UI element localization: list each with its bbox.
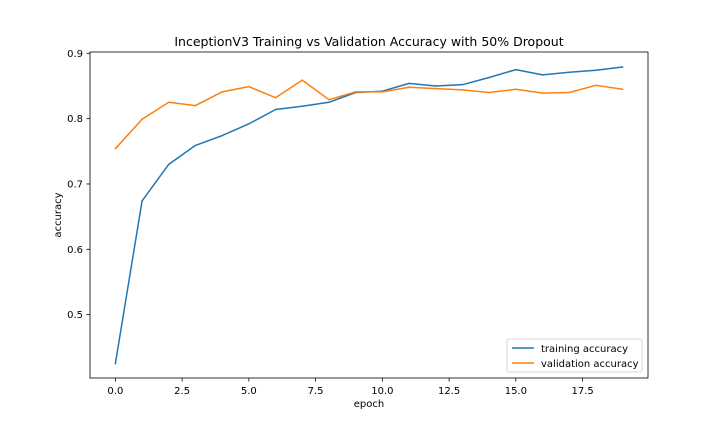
legend-label-validation: validation accuracy: [541, 359, 639, 370]
y-axis-label: accuracy: [53, 192, 64, 237]
data-point: [328, 101, 330, 104]
data-point: [434, 85, 437, 87]
data-point: [248, 123, 250, 125]
data-point: [114, 147, 117, 150]
data-point: [621, 66, 624, 68]
data-point: [141, 200, 143, 202]
plot-area-frame: [89, 51, 649, 379]
series-line-validation: [114, 79, 623, 150]
data-point: [541, 74, 544, 76]
y-tick-label: 0.5: [67, 310, 83, 321]
data-point: [461, 89, 464, 91]
x-tick-label: 15.0: [505, 386, 527, 397]
data-point: [488, 76, 490, 79]
data-point: [381, 91, 384, 93]
data-point: [408, 82, 410, 85]
y-tick-label: 0.6: [67, 245, 83, 256]
legend: training accuracy validation accuracy: [506, 338, 643, 373]
data-point: [515, 68, 517, 71]
data-point: [621, 88, 624, 91]
data-point: [461, 83, 464, 86]
x-tick-label: 12.5: [438, 386, 460, 397]
data-point: [274, 96, 277, 99]
data-point: [328, 98, 330, 101]
data-point: [568, 71, 571, 74]
y-tick-label: 0.7: [67, 179, 83, 190]
data-point: [541, 92, 544, 94]
plot-lines: [114, 66, 624, 365]
x-tick-label: 2.5: [174, 386, 190, 397]
data-point: [595, 69, 597, 72]
x-tick-label: 5.0: [241, 386, 257, 397]
data-point: [301, 79, 304, 81]
data-point: [301, 105, 304, 108]
data-point: [221, 134, 223, 137]
y-tick-label: 0.8: [67, 114, 83, 125]
data-point: [354, 91, 357, 93]
axes-ticks: 0.0 2.5 5.0 7.5 10.0 12.5 15.0 17.5 0.5 0.6 0.7 0.8…: [67, 49, 594, 397]
chart-title: InceptionV3 Training vs Validation Accur…: [174, 34, 563, 49]
legend-box: [506, 338, 643, 373]
data-point: [274, 108, 277, 111]
x-tick-label: 0.0: [107, 386, 123, 397]
data-point: [488, 91, 490, 94]
data-point: [595, 84, 597, 87]
x-tick-label: 17.5: [571, 386, 593, 397]
data-point: [515, 88, 517, 91]
y-tick-label: 0.9: [67, 49, 83, 60]
data-point: [408, 86, 410, 89]
data-point: [221, 91, 223, 93]
x-tick-label: 7.5: [308, 386, 324, 397]
data-point: [568, 91, 571, 94]
data-point: [167, 163, 170, 166]
data-point: [194, 144, 197, 147]
data-point: [141, 118, 143, 121]
x-axis-label: epoch: [354, 399, 384, 410]
data-point: [194, 104, 197, 107]
data-point: [248, 85, 250, 88]
data-point: [114, 362, 117, 365]
x-tick-label: 10.0: [371, 386, 393, 397]
data-point: [434, 87, 437, 90]
data-point: [167, 101, 170, 104]
legend-label-training: training accuracy: [541, 344, 628, 355]
